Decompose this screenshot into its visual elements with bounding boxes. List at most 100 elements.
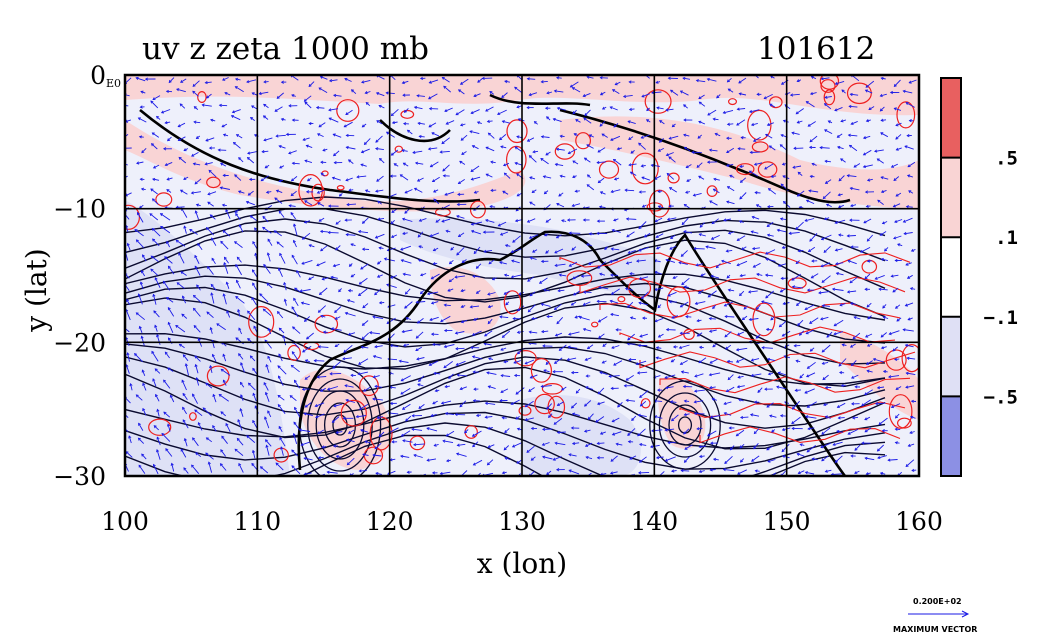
wind-vector-head [253,325,257,329]
wind-vector [848,134,858,137]
wind-vector-head [552,370,556,374]
wind-vector [736,347,748,351]
wind-vector [454,275,466,278]
wind-vector-head [753,138,757,142]
wind-vector [611,288,620,295]
wind-vector-head [764,166,768,170]
wind-vector-head [586,75,590,79]
wind-vector [654,271,662,275]
wind-vector [541,80,548,83]
wind-vector [418,259,425,263]
wind-vector-head [426,458,430,462]
wind-vector-head [167,423,171,427]
wind-vector [659,137,664,143]
wind-vector-head [516,193,520,197]
wind-vector [727,186,735,192]
wind-vector [545,218,552,223]
wind-vector-head [533,121,537,125]
wind-vector-head [737,471,741,475]
wind-vector [390,458,396,461]
wind-vector [895,122,902,127]
wind-vector [327,471,338,474]
wind-vector [834,106,843,112]
wind-vector-head [849,92,853,97]
wind-vector-head [627,432,631,436]
wind-vector [667,217,677,221]
wind-vector [820,442,832,448]
wind-vector [458,232,465,237]
wind-vector-head [853,316,857,320]
wind-vector [238,190,245,194]
wind-vector-head [404,190,408,194]
wind-vector-head [696,319,700,323]
wind-vector-head [175,324,179,328]
wind-vector [378,105,385,109]
wind-vector-head [571,441,576,446]
wind-vector [402,149,408,152]
wind-vector [685,164,692,168]
wind-vector-head [683,118,687,122]
wind-vector-head [766,122,771,126]
wind-vector-head [707,294,711,298]
wind-vector-head [625,261,630,265]
wind-vector [166,297,174,303]
wind-vector [334,306,342,313]
wind-vector [400,174,409,181]
wind-vector-head [334,310,338,314]
wind-vector-head [791,421,795,425]
wind-vector-head [194,355,198,359]
wind-vector [883,316,889,319]
wind-vector-head [861,441,865,445]
wind-vector [314,360,325,362]
wind-vector [294,380,300,389]
wind-vector-head [747,290,752,294]
wind-vector [568,148,578,154]
wind-vector-head [152,97,156,100]
wind-vector-head [571,87,575,90]
wind-vector [138,423,144,431]
wind-vector-head [896,318,900,322]
wind-vector [726,386,735,392]
wind-vector [561,386,567,391]
wind-vector-head [668,187,673,191]
wind-vector-head [596,160,600,165]
wind-vector [751,358,760,361]
wind-vector [469,130,480,135]
wind-vector-head [738,92,742,96]
wind-vector [302,232,311,240]
wind-vector-head [232,142,236,145]
wind-vector-head [763,96,767,100]
wind-vector-head [399,174,403,178]
wind-vector-head [433,443,437,447]
wind-vector-head [683,146,688,150]
y-top-suffix: E0 [106,77,121,90]
wind-vector [278,145,286,149]
wind-vector [499,134,507,141]
wind-vector-head [837,416,841,420]
wind-vector-head [503,273,508,277]
wind-vector-head [486,462,490,466]
wind-vector-head [610,273,614,277]
wind-vector [756,273,763,276]
wind-vector [638,221,647,229]
wind-vector [527,304,536,313]
wind-vector-head [599,191,604,195]
wind-vector-head [279,252,283,256]
wind-vector-head [167,306,171,311]
wind-vector [683,134,690,137]
wind-vector [335,220,341,225]
wind-vector [854,470,860,474]
wind-vector [612,431,622,436]
wind-vector-head [528,93,532,97]
wind-vector-head [553,306,558,310]
vorticity-contour [823,89,836,106]
wind-vector-head [247,192,251,196]
wind-vector-head [834,108,838,112]
wind-vector [796,301,802,306]
wind-vector-head [302,137,306,141]
wind-vector [598,286,609,290]
wind-vector [328,231,339,234]
wind-vector [529,92,538,96]
wind-vector [572,160,579,165]
wind-vector [543,289,550,292]
